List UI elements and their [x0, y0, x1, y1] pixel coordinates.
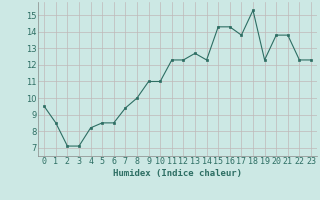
X-axis label: Humidex (Indice chaleur): Humidex (Indice chaleur)	[113, 169, 242, 178]
